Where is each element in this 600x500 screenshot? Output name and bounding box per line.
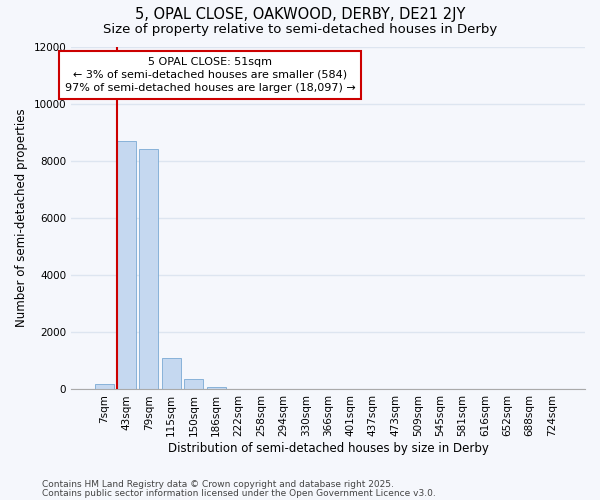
Text: Size of property relative to semi-detached houses in Derby: Size of property relative to semi-detach… [103, 22, 497, 36]
Bar [184, 380, 203, 390]
Bar [229, 389, 248, 390]
Y-axis label: Number of semi-detached properties: Number of semi-detached properties [15, 108, 28, 328]
Text: Contains public sector information licensed under the Open Government Licence v3: Contains public sector information licen… [42, 488, 436, 498]
Bar [162, 358, 181, 390]
X-axis label: Distribution of semi-detached houses by size in Derby: Distribution of semi-detached houses by … [167, 442, 488, 455]
Text: Contains HM Land Registry data © Crown copyright and database right 2025.: Contains HM Land Registry data © Crown c… [42, 480, 394, 489]
Bar [95, 384, 113, 390]
Text: 5, OPAL CLOSE, OAKWOOD, DERBY, DE21 2JY: 5, OPAL CLOSE, OAKWOOD, DERBY, DE21 2JY [135, 8, 465, 22]
Bar [139, 150, 158, 390]
Text: 5 OPAL CLOSE: 51sqm
← 3% of semi-detached houses are smaller (584)
97% of semi-d: 5 OPAL CLOSE: 51sqm ← 3% of semi-detache… [65, 57, 355, 93]
Bar [117, 141, 136, 390]
Bar [206, 387, 226, 390]
